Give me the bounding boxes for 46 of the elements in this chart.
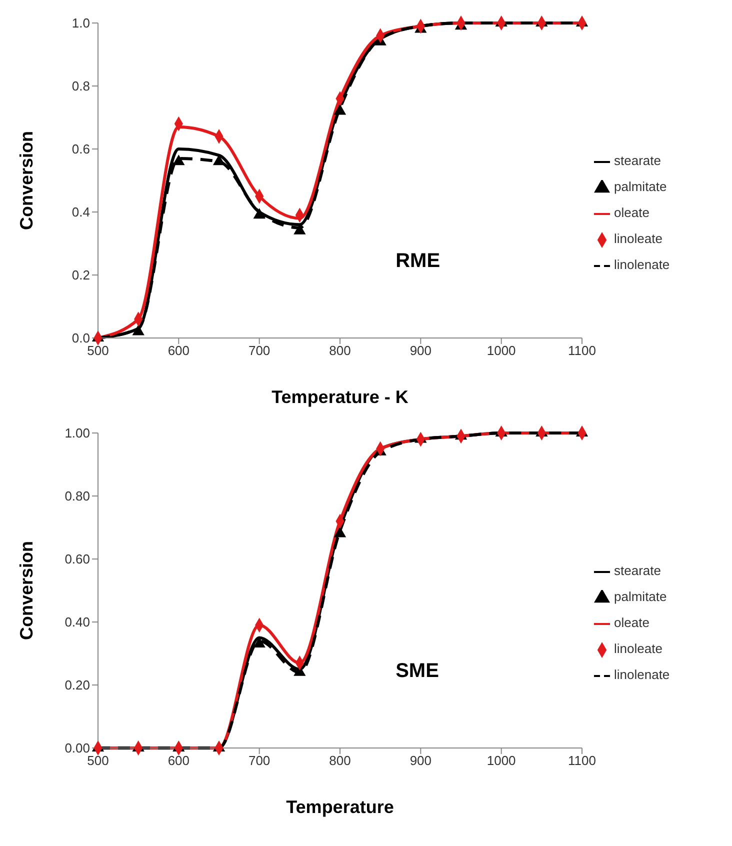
y-tick-label: 0.20 [64, 678, 90, 693]
x-tick-label: 500 [87, 753, 109, 768]
x-tick-label: 1000 [486, 343, 516, 358]
y-tick-label: 0.8 [72, 78, 90, 94]
legend-label: palmitate [614, 589, 667, 604]
y-tick-label: 0.2 [72, 268, 90, 283]
y-tick-label: 0.6 [72, 142, 90, 157]
x-tick-label: 900 [410, 753, 432, 768]
legend-label: oleate [614, 615, 650, 630]
y-tick-label: 0.00 [64, 740, 90, 756]
legend-label: stearate [614, 563, 661, 578]
y-tick-label: 0.40 [64, 614, 90, 630]
point [253, 208, 266, 219]
y-tick-label: 0.60 [64, 552, 90, 567]
x-tick-label: 800 [329, 753, 351, 768]
x-tick-label: 600 [168, 753, 190, 768]
y-tick-label: 0.0 [72, 330, 90, 346]
legend-label: linoleate [614, 641, 662, 656]
point [172, 154, 185, 166]
x-tick-label: 600 [168, 343, 190, 358]
y-tick-label: 0.80 [64, 488, 90, 504]
y-axis-title: Conversion [16, 540, 36, 640]
x-tick-label: 900 [410, 343, 432, 358]
point [334, 526, 346, 538]
x-tick-label: 700 [248, 753, 270, 768]
x-tick-label: 1000 [486, 753, 516, 768]
legend-label: palmitate [614, 179, 667, 194]
legend-label: linolenate [614, 667, 670, 682]
y-tick-label: 0.4 [72, 204, 90, 220]
legend-label: stearate [614, 153, 661, 168]
annotation: RME [396, 250, 440, 273]
annotation: SME [396, 660, 439, 683]
x-tick-label: 500 [87, 343, 109, 358]
legend-label: linolenate [614, 257, 670, 272]
x-tick-label: 1100 [568, 753, 596, 768]
y-tick-label: 1.0 [72, 16, 90, 31]
x-tick-label: 1100 [568, 343, 596, 358]
y-axis-title: Conversion [16, 130, 36, 230]
y-tick-label: 1.00 [64, 426, 90, 441]
legend-label: linoleate [614, 231, 662, 246]
point [132, 324, 144, 336]
x-tick-label: 800 [329, 343, 351, 358]
x-tick-label: 700 [248, 343, 270, 358]
legend-label: oleate [614, 205, 650, 220]
x-axis-title: Temperature [286, 797, 394, 817]
x-axis-title: Temperature - K [272, 387, 408, 407]
